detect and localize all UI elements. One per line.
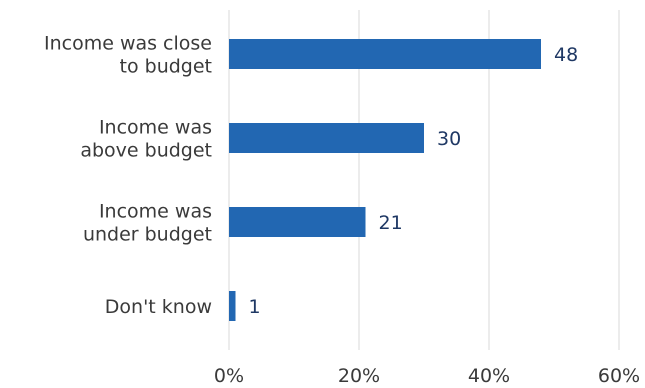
x-tick-label: 60%	[598, 365, 640, 387]
category-label-line: Income was	[99, 201, 212, 223]
category-label-line: Don't know	[105, 296, 212, 318]
bar	[229, 207, 366, 237]
category-label-line: to budget	[120, 56, 212, 78]
category-label: Income was under budget	[83, 201, 212, 246]
category-label: Don't know	[105, 296, 212, 318]
bar	[229, 39, 541, 69]
bar	[229, 291, 236, 321]
category-label: Income was close to budget	[44, 33, 212, 78]
category-label-line: above budget	[80, 140, 212, 162]
x-tick-label: 40%	[468, 365, 510, 387]
x-tick-label: 0%	[214, 365, 244, 387]
data-label: 1	[249, 296, 261, 318]
x-axis-tick-labels: 0% 20% 40% 60%	[214, 365, 640, 387]
data-label: 30	[437, 128, 461, 150]
bar	[229, 123, 424, 153]
category-label-line: Income was	[99, 117, 212, 139]
value-labels: 48 30 21 1	[249, 44, 579, 318]
bars	[229, 39, 541, 321]
category-label: Income was above budget	[80, 117, 212, 162]
category-label-line: under budget	[83, 224, 212, 246]
x-tick-label: 20%	[338, 365, 380, 387]
data-label: 48	[554, 44, 578, 66]
category-label-line: Income was close	[44, 33, 212, 55]
data-label: 21	[379, 212, 403, 234]
